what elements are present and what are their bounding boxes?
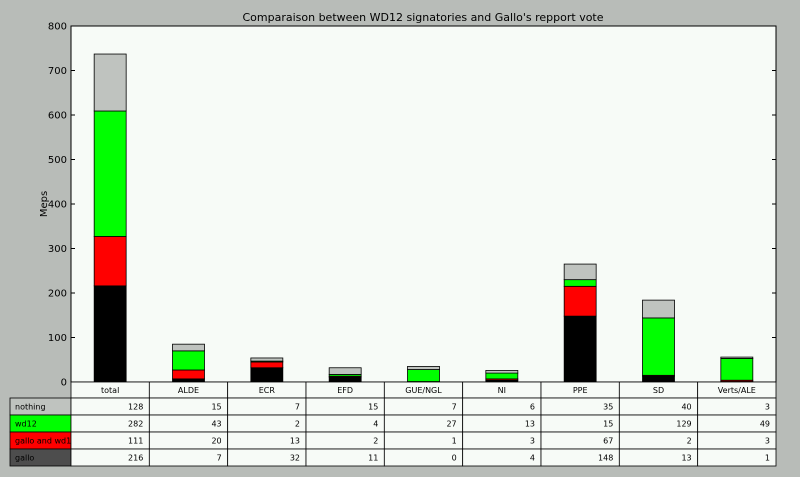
table-cell-value: 49 (760, 420, 770, 429)
table-cell-value: 7 (452, 403, 457, 412)
x-tick-label: SD (653, 386, 664, 395)
x-tick-label: ALDE (178, 386, 199, 395)
table-cell-value: 2 (687, 437, 692, 446)
bar-segment (250, 361, 284, 369)
table-cell-value: 40 (681, 403, 691, 412)
bar-segment (563, 285, 597, 317)
bar-segment (250, 367, 284, 383)
legend-label: gallo and wd12 (15, 437, 76, 446)
y-tick-label: 800 (48, 22, 67, 33)
y-tick-label: 100 (48, 333, 67, 344)
x-tick-label: PPE (573, 386, 588, 395)
table-cell-value: 148 (598, 454, 613, 463)
bar-segment (407, 369, 440, 382)
y-tick-label: 0 (61, 378, 67, 389)
table-cell-value: 35 (603, 403, 613, 412)
table-cell-value: 4 (373, 420, 378, 429)
legend-label: nothing (15, 403, 46, 412)
table-cell-value: 6 (530, 403, 535, 412)
y-tick-label: 600 (48, 111, 67, 122)
table-cell-value: 3 (530, 437, 535, 446)
bar-segment (172, 350, 205, 371)
y-axis: 0 100 200 300 400 500 600 700 800 (48, 22, 776, 389)
bar-segment (720, 358, 754, 381)
y-tick-label: 300 (48, 244, 67, 255)
table-cell-value: 0 (452, 454, 457, 463)
table-cell-value: 2 (295, 420, 300, 429)
bar-segment (642, 317, 675, 376)
x-tick-label: Verts/ALE (718, 386, 756, 395)
bar-segment (407, 366, 440, 370)
x-tick-label: GUE/NGL (405, 386, 442, 395)
table-cell-value: 4 (530, 454, 535, 463)
bar-segment (93, 53, 127, 112)
bar-segment (563, 315, 597, 383)
x-tick-label: total (101, 386, 119, 395)
table-cell-value: 13 (525, 420, 535, 429)
x-tick-label: ECR (259, 386, 276, 395)
bars (93, 53, 754, 383)
table-cell-value: 3 (765, 437, 770, 446)
table-cell (697, 448, 777, 467)
table-cell-value: 13 (681, 454, 691, 463)
bar-segment (93, 236, 127, 287)
bar-segment (328, 376, 362, 383)
bar-segment (250, 357, 284, 362)
bar-segment (563, 263, 597, 281)
x-tick-label: EFD (337, 386, 353, 395)
table-cell-value: 111 (128, 437, 143, 446)
bar-segment (93, 110, 127, 237)
bar-segment (485, 370, 519, 374)
table-cell-value: 15 (211, 403, 221, 412)
table-cell-value: 7 (295, 403, 300, 412)
y-tick-label: 500 (48, 155, 67, 166)
legend-label: wd12 (15, 420, 37, 429)
table-cell-value: 43 (211, 420, 221, 429)
bar-segment (172, 343, 205, 352)
data-table: total ALDE ECR EFD GUE/NGL NI PPE SD Verts/ALE no… (9, 381, 777, 467)
chart-title: Comparaison between WD12 signatories and… (242, 11, 603, 24)
table-cell-value: 2 (373, 437, 378, 446)
bar-segment (642, 299, 675, 319)
table-cell-value: 282 (128, 420, 143, 429)
table-cell-value: 7 (217, 454, 222, 463)
bar-segment (642, 375, 675, 383)
y-tick-label: 400 (48, 200, 67, 211)
table-cell-value: 128 (128, 403, 143, 412)
bar-segment (485, 372, 519, 380)
table-cell-value: 13 (290, 437, 300, 446)
table-cell-value: 67 (603, 437, 613, 446)
bar-segment (172, 369, 205, 380)
x-tick-label: NI (498, 386, 506, 395)
table-cell-value: 11 (368, 454, 378, 463)
bar-segment (328, 367, 362, 375)
bar-segment (563, 279, 597, 287)
bar-segment (93, 285, 127, 383)
y-tick-label: 700 (48, 66, 67, 77)
table-cell-value: 27 (446, 420, 456, 429)
table-cell-value: 129 (676, 420, 691, 429)
table-cell-value: 32 (290, 454, 300, 463)
legend-label: gallo (15, 454, 34, 463)
bar-segment (172, 378, 205, 383)
table-cell-value: 3 (765, 403, 770, 412)
table-cell-value: 15 (368, 403, 378, 412)
table-cell-value: 15 (603, 420, 613, 429)
table-cell-value: 1 (452, 437, 457, 446)
table-cell-value: 216 (128, 454, 143, 463)
y-tick-label: 200 (48, 289, 67, 300)
bar-segment (720, 356, 754, 359)
table-cell-value: 20 (211, 437, 221, 446)
table-cell-value: 1 (765, 454, 770, 463)
y-axis-label: Meps (39, 191, 50, 217)
